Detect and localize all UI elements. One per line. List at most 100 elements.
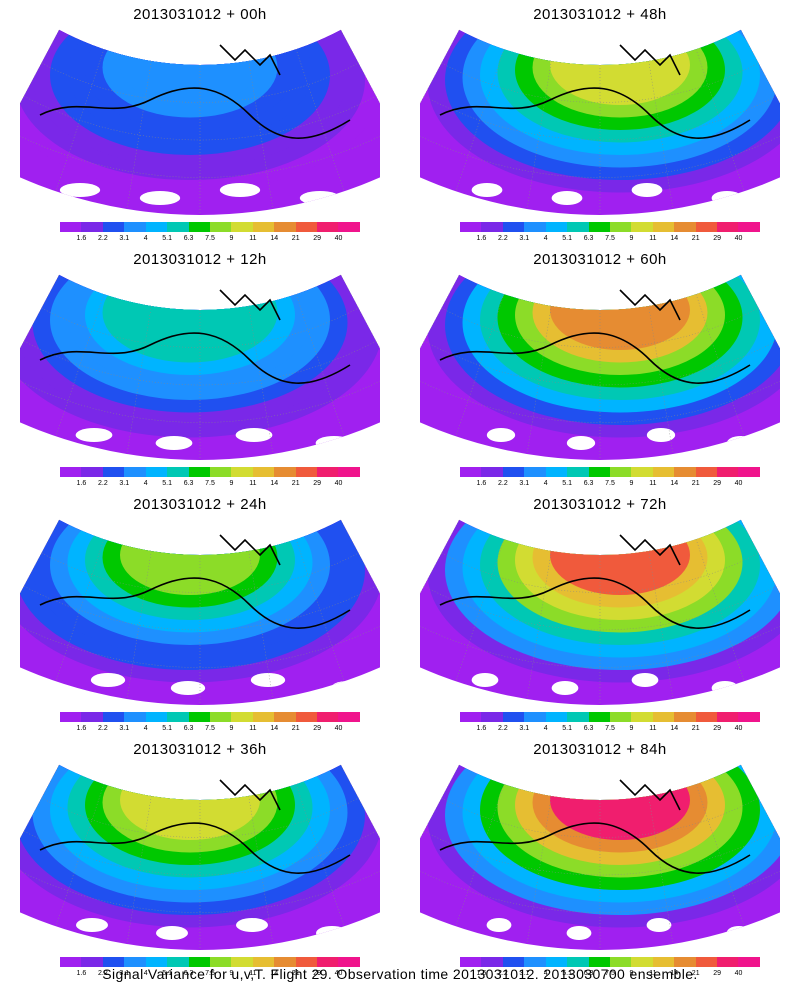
colorbar-tick-label: 11 — [649, 970, 657, 977]
colorbar-swatch — [338, 712, 360, 722]
colorbar-tick-label: 7.5 — [605, 480, 615, 487]
no-data-region — [631, 183, 663, 197]
colorbar-swatch — [274, 957, 296, 967]
colorbar-swatch — [738, 957, 760, 967]
no-data-region — [156, 926, 188, 940]
colorbar — [460, 712, 760, 722]
colorbar-tick-label: 2.2 — [497, 970, 508, 977]
panel-title: 2013031012 + 60h — [533, 251, 667, 268]
parallel-line — [420, 625, 780, 668]
colorbar-tick-label: 5.1 — [162, 480, 173, 487]
parallel-line — [423, 830, 777, 876]
colorbar-tick-label: 40 — [334, 970, 343, 977]
no-data-region — [646, 428, 676, 442]
colorbar-tick-label: 29 — [713, 235, 722, 242]
colorbar-swatch — [317, 222, 339, 232]
colorbar-tick-label: 4 — [143, 725, 148, 732]
colorbar-swatch — [252, 957, 275, 967]
arctic-islands-coastline — [219, 289, 281, 321]
colorbar-swatch — [738, 467, 760, 477]
variance-map — [20, 764, 380, 950]
no-data-region — [566, 926, 592, 940]
colorbar-tick-label: 11 — [249, 235, 257, 242]
colorbar-tick-label: 14 — [670, 235, 679, 242]
meridian-line — [420, 29, 460, 105]
no-data-region — [316, 926, 348, 940]
colorbar-swatch — [167, 957, 189, 967]
colorbar-tick-label: 3.1 — [519, 480, 530, 487]
meridian-line — [695, 49, 745, 192]
colorbar-swatch — [609, 957, 632, 967]
colorbar-tick-label: 29 — [313, 970, 322, 977]
coastline — [439, 87, 751, 139]
colorbar-labels: 1.6 2.2 3.1 4 5.1 6.3 7.5 9 11 14 21 29 40 — [460, 725, 760, 735]
no-data-region — [76, 918, 108, 932]
parallel-line — [23, 340, 377, 386]
variance-map — [420, 764, 780, 950]
no-data-region — [139, 191, 181, 205]
colorbar-tick-label: 11 — [649, 480, 657, 487]
colorbar-tick-label: 9 — [229, 970, 234, 977]
colorbar-labels: 1.6 2.2 3.1 4 5.1 6.3 7.5 9 11 14 21 29 40 — [60, 970, 360, 980]
colorbar-swatch — [631, 222, 653, 232]
colorbar-tick-label: 14 — [670, 480, 679, 487]
colorbar-tick-label: 40 — [734, 970, 743, 977]
colorbar-tick-label: 5.1 — [562, 725, 573, 732]
colorbar-labels: 1.6 2.2 3.1 4 5.1 6.3 7.5 9 11 14 21 29 40 — [460, 480, 760, 490]
colorbar-swatch — [460, 712, 482, 722]
meridian-line — [695, 294, 745, 437]
colorbar-swatch — [295, 712, 318, 722]
colorbar-swatch — [631, 712, 653, 722]
colorbar — [60, 712, 360, 722]
colorbar-tick-label: 7.5 — [605, 235, 615, 242]
no-data-region — [711, 681, 739, 695]
colorbar-swatch — [252, 467, 275, 477]
parallel-line — [423, 95, 777, 141]
colorbar-swatch — [631, 467, 653, 477]
colorbar-swatch — [124, 467, 146, 477]
colorbar-swatch — [102, 222, 125, 232]
colorbar-tick-label: 5.1 — [562, 480, 573, 487]
arctic-islands-coastline — [219, 779, 281, 811]
colorbar-tick-label: 11 — [249, 480, 257, 487]
colorbar-tick-label: 7.5 — [205, 725, 215, 732]
colorbar-tick-label: 6.3 — [583, 480, 594, 487]
colorbar-tick-label: 7.5 — [605, 725, 615, 732]
colorbar-tick-label: 21 — [691, 235, 700, 242]
arctic-islands-coastline — [619, 289, 681, 321]
colorbar-tick-label: 1.6 — [76, 235, 87, 242]
colorbar-tick-label: 9 — [229, 725, 234, 732]
parallel-line — [423, 585, 777, 631]
colorbar-swatch — [167, 467, 189, 477]
colorbar-tick-label: 11 — [249, 725, 257, 732]
arctic-islands-coastline — [619, 779, 681, 811]
colorbar-tick-label: 9 — [229, 235, 234, 242]
colorbar-tick-label: 29 — [313, 480, 322, 487]
no-data-region — [235, 428, 273, 442]
colorbar-swatch — [231, 957, 253, 967]
colorbar-tick-label: 2.2 — [97, 235, 108, 242]
colorbar-tick-label: 1.6 — [76, 725, 87, 732]
colorbar-swatch — [124, 957, 146, 967]
no-data-region — [250, 673, 286, 687]
colorbar-swatch — [545, 712, 568, 722]
parallel-line — [420, 380, 780, 423]
colorbar-swatch — [609, 222, 632, 232]
colorbar-swatch — [295, 957, 318, 967]
colorbar-swatch — [545, 957, 568, 967]
colorbar-swatch — [60, 222, 82, 232]
colorbar-swatch — [81, 712, 103, 722]
colorbar-swatch — [274, 467, 296, 477]
colorbar-swatch — [124, 712, 146, 722]
colorbar-tick-label: 9 — [229, 480, 234, 487]
colorbar-swatch — [609, 712, 632, 722]
colorbar-swatch — [674, 222, 696, 232]
colorbar-swatch — [524, 222, 546, 232]
parallel-line — [23, 830, 377, 876]
colorbar-swatch — [188, 712, 210, 722]
colorbar-tick-label: 5.1 — [162, 725, 173, 732]
panel-title: 2013031012 + 12h — [133, 251, 267, 268]
no-data-region — [315, 436, 353, 450]
colorbar-tick-label: 6.3 — [583, 235, 594, 242]
colorbar-tick-label: 21 — [691, 725, 700, 732]
